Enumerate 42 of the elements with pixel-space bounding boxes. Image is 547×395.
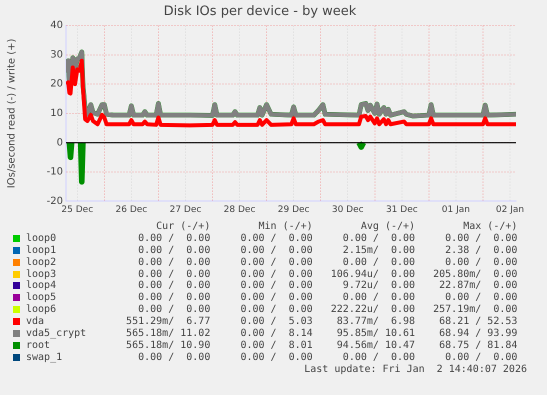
x-tick-label: 25 Dec <box>61 204 94 215</box>
legend-label: loop1 <box>26 244 56 257</box>
text: 565.18m/ 11.02 0.00 / 8.14 95.85m/ 10.61 68.94 / 93.99 <box>125 328 518 340</box>
y-tick-label: -10 <box>46 166 63 178</box>
x-tick-label: 01 Jan <box>442 204 470 215</box>
text: 0.00 / 0.00 0.00 / 0.00 2.15m/ 0.00 2.38 / 0.00 <box>137 244 518 257</box>
legend-label: root <box>26 340 50 352</box>
legend-label: loop5 <box>26 292 56 304</box>
x-tick-label: 27 Dec <box>170 204 202 215</box>
legend-label: loop2 <box>26 256 56 269</box>
y-tick-label: 0 <box>56 137 63 148</box>
legend-label: vda5_crypt <box>26 328 86 340</box>
y-tick-label: 30 <box>50 49 63 60</box>
x-tick-label: 31 Dec <box>386 204 418 215</box>
y-axis-title: IOs/second read (-) / write (+) <box>6 38 18 188</box>
text: Last update: Fri Jan 2 14:40:07 2026 <box>304 364 527 376</box>
y-tick-label: -20 <box>46 196 63 207</box>
x-tick-label: 28 Dec <box>224 204 256 215</box>
y-tick-label: 10 <box>50 108 63 119</box>
text: 0.00 / 0.00 0.00 / 0.00 0.00 / 0.00 0.00 / 0.00 <box>137 352 518 364</box>
text: Cur (-/+) Min (-/+) Avg (-/+) Max (-/+) <box>155 221 518 233</box>
x-tick-label: 30 Dec <box>332 204 364 215</box>
legend-label: loop4 <box>26 280 56 292</box>
x-tick-label: 26 Dec <box>115 204 148 215</box>
legend-label: loop3 <box>26 268 56 280</box>
text: 0.00 / 0.00 0.00 / 0.00 0.00 / 0.00 0.00 / 0.00 <box>137 256 518 269</box>
y-tick-label: 20 <box>50 78 63 90</box>
legend-label: loop6 <box>26 304 56 316</box>
text: 0.00 / 0.00 0.00 / 0.00 106.94u/ 0.00 205.80m/ 0.00 <box>137 268 518 280</box>
legend-label: loop0 <box>26 232 56 245</box>
text: 0.00 / 0.00 0.00 / 0.00 0.00 / 0.00 0.00 / 0.00 <box>137 292 518 304</box>
text: 0.00 / 0.00 0.00 / 0.00 222.22u/ 0.00 257.19m/ 0.00 <box>137 304 518 316</box>
x-tick-label: 02 Jan <box>496 204 524 215</box>
legend-label: swap_1 <box>26 352 62 364</box>
text: 0.00 / 0.00 0.00 / 0.00 9.72u/ 0.00 22.87m/ 0.00 <box>137 280 518 292</box>
legend-label: vda <box>26 316 44 328</box>
text: 551.29m/ 6.77 0.00 / 5.03 83.77m/ 6.98 68.21 / 52.53 <box>125 316 518 328</box>
y-tick-label: 40 <box>50 20 63 32</box>
x-tick-label: 29 Dec <box>278 204 310 215</box>
chart-title: Disk IOs per device - by week <box>164 4 357 20</box>
text: 0.00 / 0.00 0.00 / 0.00 0.00 / 0.00 0.00 / 0.00 <box>137 232 518 245</box>
text: 565.18m/ 10.90 0.00 / 8.01 94.56m/ 10.47 68.75 / 81.84 <box>125 340 518 352</box>
